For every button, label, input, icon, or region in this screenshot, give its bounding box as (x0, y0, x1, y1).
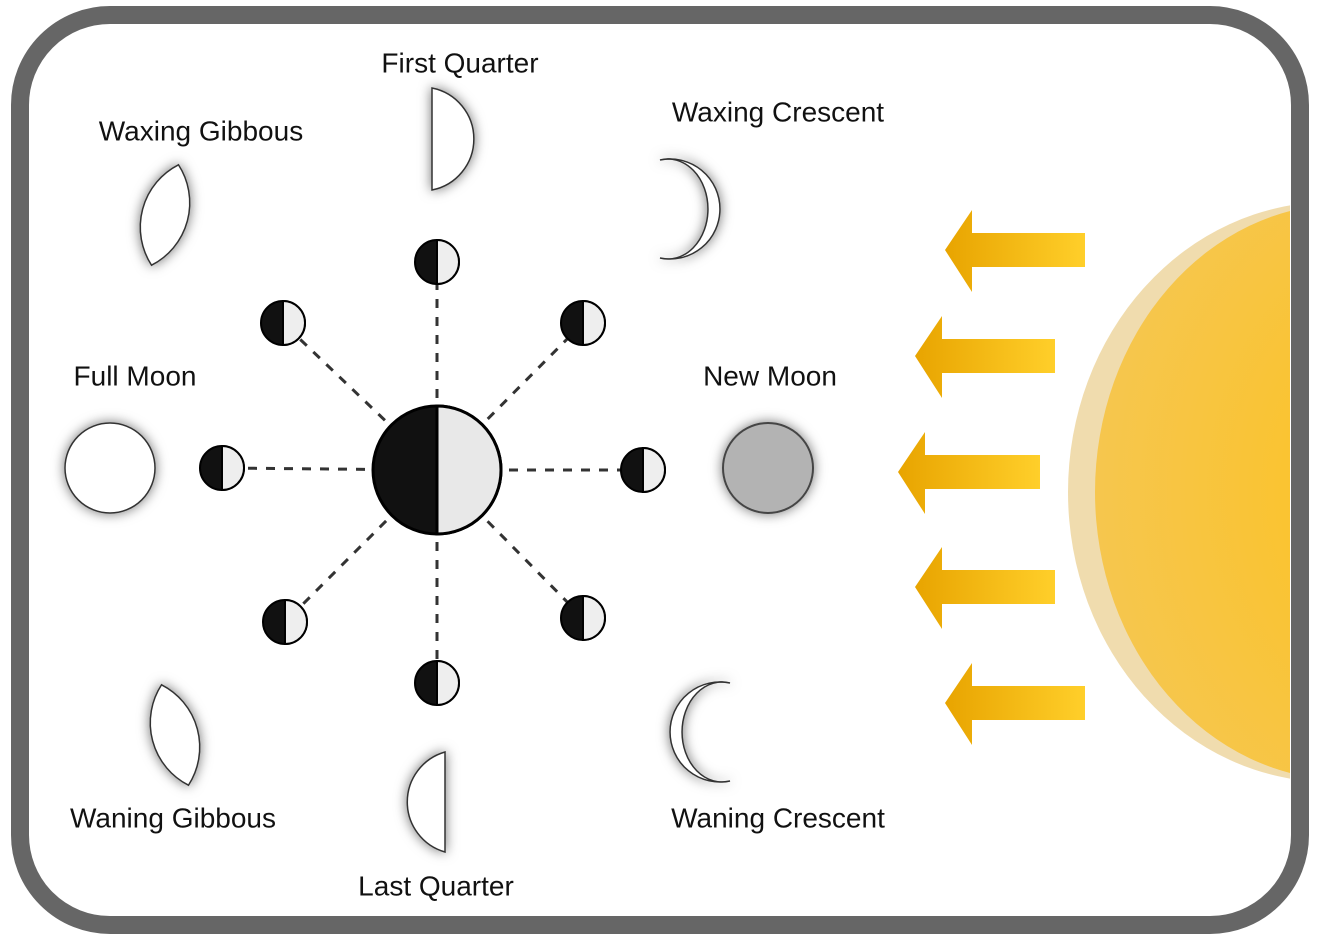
phase-label: Last Quarter (358, 870, 514, 901)
phase-label: Waning Gibbous (70, 802, 276, 833)
phase-label: Waxing Gibbous (99, 115, 303, 146)
phase-label: Waxing Crescent (672, 96, 884, 127)
phase-label: First Quarter (381, 47, 538, 78)
moon-phases-diagram: First Quarter Waxing Crescent Waxing Gib… (0, 0, 1335, 936)
phase-label: Waning Crescent (671, 802, 885, 833)
phase-label: New Moon (703, 360, 837, 391)
phase-label: Full Moon (74, 360, 197, 391)
earth (373, 406, 501, 534)
